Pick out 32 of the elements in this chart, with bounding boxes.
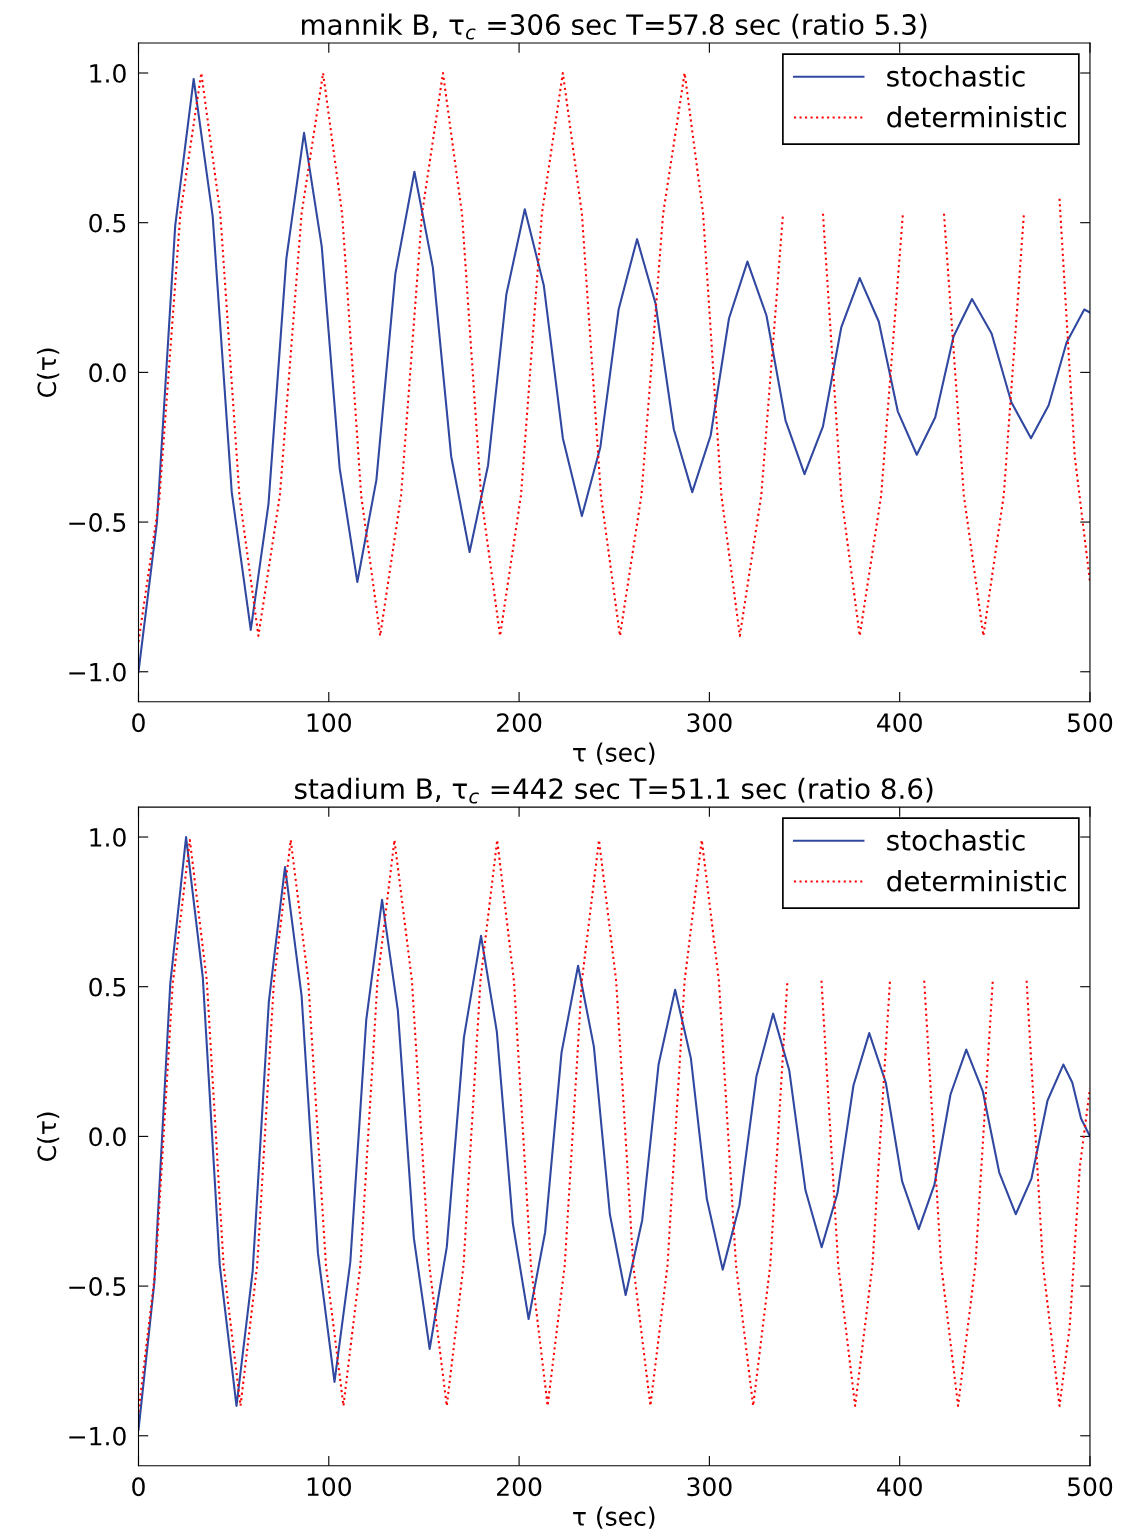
- legend-label: stochastic: [887, 829, 1025, 851]
- y-tick-label: −1.0: [69, 1426, 126, 1446]
- legend-label: deterministic: [887, 870, 1067, 892]
- x-axis-title: τ (sec): [573, 742, 655, 765]
- y-axis-title: C(τ): [36, 348, 60, 397]
- y-axis-title: C(τ): [36, 1112, 60, 1161]
- y-tick-label: 0.5: [89, 977, 126, 997]
- x-tick-label: 100: [307, 1477, 351, 1497]
- y-tick-label: 0.5: [89, 213, 126, 233]
- y-tick-label: 0.0: [89, 363, 126, 383]
- x-tick-label: 300: [687, 713, 732, 733]
- legend-label: deterministic: [887, 106, 1067, 128]
- x-tick-label: 200: [497, 1477, 542, 1497]
- x-tick-label: 500: [1068, 713, 1113, 733]
- x-tick-label: 400: [877, 1477, 922, 1497]
- y-tick-label: 1.0: [90, 827, 126, 847]
- x-tick-label: 300: [687, 1477, 732, 1497]
- chart-title: mannik B, τ$_{c}$ =306 sec T=57.8 sec (ratio 5.3): [302, 13, 927, 40]
- y-tick-label: −0.5: [69, 1277, 126, 1296]
- y-tick-label: −1.0: [69, 662, 126, 682]
- x-tick-label: 0: [132, 1477, 145, 1497]
- chart-title: stadium B, τ$_{c}$ =442 sec T=51.1 sec (ratio 8.6): [295, 777, 933, 804]
- x-tick-label: 400: [877, 713, 922, 733]
- y-tick-label: −0.5: [69, 513, 126, 532]
- x-tick-label: 0: [132, 713, 145, 733]
- x-tick-label: 500: [1068, 1477, 1113, 1497]
- x-axis-title: τ (sec): [573, 1506, 655, 1529]
- y-tick-label: 1.0: [90, 63, 126, 83]
- y-tick-label: 0.0: [89, 1127, 126, 1147]
- x-tick-label: 100: [307, 713, 351, 733]
- legend-label: stochastic: [887, 65, 1025, 87]
- x-tick-label: 200: [497, 713, 542, 733]
